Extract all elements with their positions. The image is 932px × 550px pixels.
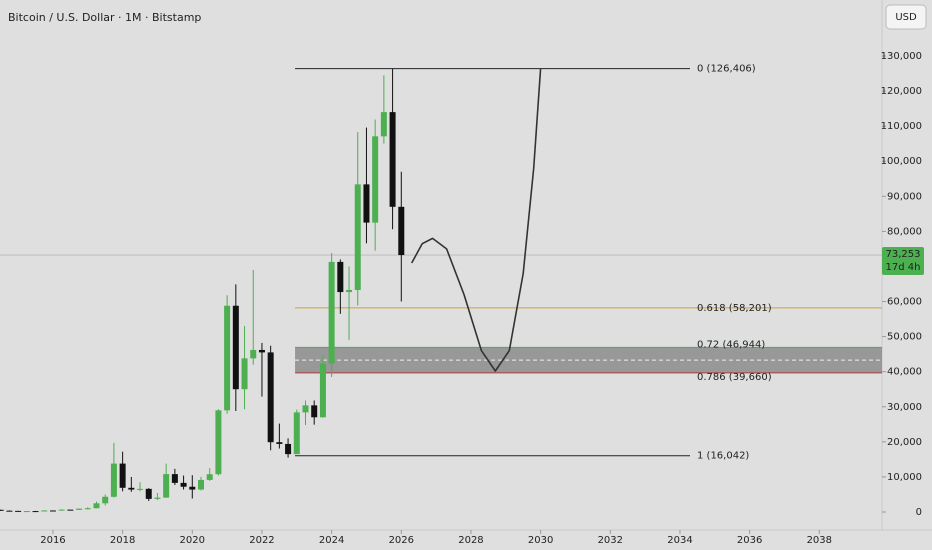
- candle-body: [267, 352, 274, 443]
- fib-label: 0 (126,406): [697, 64, 756, 75]
- x-tick-label: 2034: [667, 535, 692, 546]
- chart-title: Bitcoin / U.S. Dollar · 1M · Bitstamp: [8, 11, 201, 24]
- candle-body: [337, 261, 344, 293]
- candle-body: [354, 184, 361, 290]
- y-tick-label: 80,000: [887, 226, 922, 237]
- x-tick-label: 2018: [110, 535, 135, 546]
- candle-body: [84, 508, 91, 510]
- candle-body: [93, 503, 100, 509]
- x-tick-label: 2024: [319, 535, 344, 546]
- candle-body: [67, 509, 74, 511]
- candle-body: [49, 510, 56, 512]
- y-tick-label: 0: [916, 507, 922, 518]
- fib-label: 0.72 (46,944): [697, 339, 765, 350]
- candle-body: [189, 486, 196, 490]
- y-tick-label: 10,000: [887, 472, 922, 483]
- x-tick-label: 2016: [40, 535, 65, 546]
- projection-path: [410, 68, 542, 372]
- candle-body: [145, 488, 152, 499]
- candle-body: [346, 289, 353, 293]
- candle-body: [285, 443, 292, 455]
- last-price-badge: [882, 247, 924, 276]
- candle-body: [206, 474, 213, 480]
- y-tick-label: 110,000: [881, 121, 922, 132]
- candle-body: [380, 112, 387, 137]
- candle-body: [0, 509, 4, 511]
- candle-body: [15, 510, 22, 512]
- candle-body: [32, 511, 39, 513]
- y-tick-label: 40,000: [887, 367, 922, 378]
- x-tick-label: 2020: [180, 535, 205, 546]
- x-tick-label: 2022: [249, 535, 274, 546]
- fib-zone: [295, 347, 882, 373]
- fib-label: 0.786 (39,660): [697, 372, 772, 383]
- candle-body: [110, 463, 117, 497]
- candle-body: [250, 349, 257, 359]
- fib-label: 0.618 (58,201): [697, 303, 772, 314]
- candle-body: [224, 305, 231, 411]
- candle-body: [302, 405, 309, 413]
- candle-body: [241, 358, 248, 390]
- candle-body: [171, 474, 178, 483]
- candle-body: [328, 261, 335, 364]
- x-tick-label: 2030: [528, 535, 553, 546]
- candle-body: [311, 405, 318, 418]
- candle-body: [76, 508, 83, 510]
- candle-body: [389, 112, 396, 207]
- candle-body: [23, 511, 30, 513]
- x-tick-label: 2036: [737, 535, 762, 546]
- x-tick-label: 2028: [458, 535, 483, 546]
- y-tick-label: 130,000: [881, 51, 922, 62]
- countdown-label: 17d 4h: [886, 262, 921, 273]
- candle-body: [197, 479, 204, 490]
- candle-body: [319, 363, 326, 418]
- candle-body: [363, 184, 370, 223]
- candle-body: [215, 410, 222, 475]
- y-tick-label: 60,000: [887, 297, 922, 308]
- x-tick-label: 2026: [389, 535, 414, 546]
- x-tick-label: 2032: [598, 535, 623, 546]
- y-tick-label: 90,000: [887, 191, 922, 202]
- candle-body: [163, 474, 170, 498]
- y-tick-label: 120,000: [881, 86, 922, 97]
- candle-body: [180, 482, 187, 487]
- candle-body: [6, 510, 13, 512]
- last-price-label: 73,253: [886, 249, 921, 260]
- candle-body: [372, 136, 379, 223]
- x-tick-label: 2038: [807, 535, 832, 546]
- candle-body: [137, 488, 144, 490]
- candle-body: [128, 487, 135, 490]
- y-tick-label: 100,000: [881, 156, 922, 167]
- fib-label: 1 (16,042): [697, 451, 749, 462]
- candle-body: [276, 442, 283, 444]
- candle-body: [293, 412, 300, 455]
- candle-body: [232, 305, 239, 390]
- y-tick-label: 30,000: [887, 402, 922, 413]
- candle-body: [41, 510, 48, 512]
- candle-body: [119, 463, 126, 488]
- candle-body: [102, 496, 109, 504]
- candle-body: [154, 497, 161, 499]
- currency-button[interactable]: [885, 4, 927, 30]
- candle-body: [258, 349, 265, 353]
- y-tick-label: 20,000: [887, 437, 922, 448]
- y-tick-label: 50,000: [887, 332, 922, 343]
- candle-body: [398, 206, 405, 256]
- candle-body: [58, 509, 65, 511]
- currency-label[interactable]: USD: [895, 12, 917, 23]
